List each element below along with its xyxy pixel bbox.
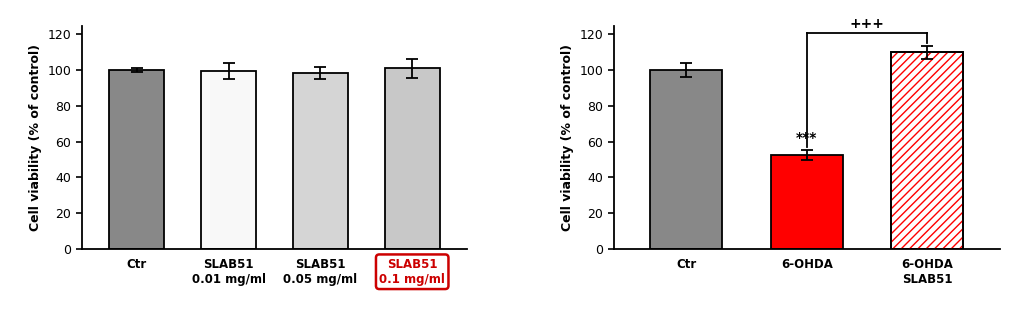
Text: +++: +++ bbox=[849, 17, 883, 31]
Text: Ctr: Ctr bbox=[676, 258, 696, 271]
Y-axis label: Cell viability (% of control): Cell viability (% of control) bbox=[29, 44, 42, 231]
Y-axis label: Cell viability (% of control): Cell viability (% of control) bbox=[560, 44, 574, 231]
Bar bbox=[891, 52, 963, 249]
Text: 6-OHDA
SLAB51: 6-OHDA SLAB51 bbox=[901, 258, 953, 286]
Bar bbox=[769, 155, 842, 249]
Bar bbox=[201, 71, 256, 249]
Bar bbox=[891, 52, 963, 249]
Bar bbox=[109, 70, 164, 249]
Bar bbox=[649, 70, 721, 249]
Text: SLAB51
0.05 mg/ml: SLAB51 0.05 mg/ml bbox=[283, 258, 357, 286]
Text: ***: *** bbox=[795, 131, 816, 145]
Bar bbox=[891, 52, 963, 249]
Text: SLAB51
0.1 mg/ml: SLAB51 0.1 mg/ml bbox=[379, 258, 444, 286]
Bar bbox=[292, 73, 347, 249]
Text: Ctr: Ctr bbox=[126, 258, 147, 271]
Text: SLAB51
0.01 mg/ml: SLAB51 0.01 mg/ml bbox=[192, 258, 265, 286]
Text: 6-OHDA: 6-OHDA bbox=[780, 258, 832, 271]
Bar bbox=[384, 68, 439, 249]
